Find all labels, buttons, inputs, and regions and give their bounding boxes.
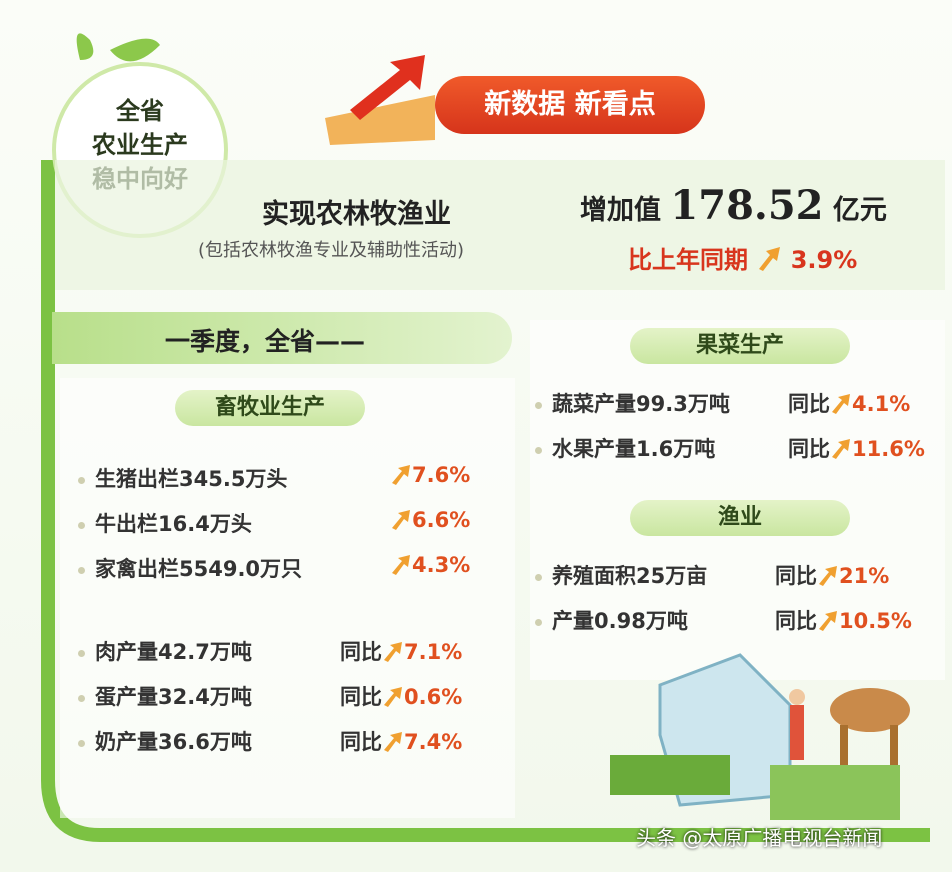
- row-prefix: 同比: [788, 392, 830, 416]
- bullet: [535, 618, 542, 626]
- value-unit: 亿元: [832, 195, 887, 226]
- row-text: 蔬菜产量99.3万吨: [552, 392, 730, 416]
- row-text: 养殖面积25万亩: [552, 564, 708, 588]
- row: 养殖面积25万亩: [535, 560, 707, 590]
- value-label: 增加值: [580, 195, 661, 226]
- headline-value: 增加值 178.52 亿元: [580, 182, 887, 229]
- arrow: [832, 394, 850, 414]
- arrow: [392, 465, 410, 485]
- livestock-title: 畜牧业生产: [175, 390, 365, 426]
- row-growth: 同比 7.1%: [340, 636, 462, 666]
- row: 蔬菜产量99.3万吨: [535, 388, 730, 418]
- row: 水果产量1.6万吨: [535, 433, 715, 463]
- banner: 新数据 新看点: [435, 76, 705, 134]
- row-text: 牛出栏16.4万头: [95, 512, 252, 536]
- produce-title: 果菜生产: [630, 328, 850, 364]
- headline-subject: 实现农林牧渔业: [262, 199, 451, 230]
- row-growth: 同比 11.6%: [788, 433, 925, 463]
- bullet: [78, 476, 85, 484]
- row-growth: 同比 4.1%: [788, 388, 910, 418]
- row-growth: 4.3%: [390, 553, 470, 577]
- watermark: 头条 @太原广播电视台新闻: [636, 826, 883, 850]
- arrow: [759, 247, 781, 271]
- bullet: [535, 446, 542, 454]
- row-text: 生猪出栏345.5万头: [95, 467, 288, 491]
- value-amount: 178.52: [670, 182, 824, 229]
- headline-note: (包括农林牧渔专业及辅助性活动): [198, 240, 465, 261]
- row: 产量0.98万吨: [535, 605, 688, 635]
- growth: 7.4%: [404, 730, 463, 754]
- row-growth: 同比 21%: [775, 560, 889, 590]
- row-text: 奶产量36.6万吨: [95, 730, 252, 754]
- section-bar: [52, 312, 512, 364]
- fishery-title: 渔业: [630, 500, 850, 536]
- arrow: [392, 555, 410, 575]
- row-prefix: 同比: [775, 609, 817, 633]
- headline-growth: 比上年同期 3.9%: [628, 240, 857, 275]
- growth: 3.9%: [790, 246, 858, 274]
- row-text: 产量0.98万吨: [552, 609, 688, 633]
- bullet: [78, 694, 85, 702]
- arrow: [384, 687, 402, 707]
- arrow: [819, 611, 837, 631]
- row-text: 家禽出栏5549.0万只: [95, 557, 303, 581]
- row: 家禽出栏5549.0万只: [78, 553, 302, 583]
- growth: 6.6%: [412, 508, 471, 532]
- arrow: [392, 510, 410, 530]
- bullet: [78, 566, 85, 574]
- row-text: 水果产量1.6万吨: [552, 437, 716, 461]
- bullet: [535, 401, 542, 409]
- row: 生猪出栏345.5万头: [78, 463, 287, 493]
- row-text: 蛋产量32.4万吨: [95, 685, 252, 709]
- arrow: [384, 642, 402, 662]
- arrow: [384, 732, 402, 752]
- badge-line: 农业生产: [92, 131, 188, 159]
- row: 奶产量36.6万吨: [78, 726, 252, 756]
- section-title: 一季度，全省——: [165, 327, 366, 356]
- arrow: [832, 439, 850, 459]
- row-prefix: 同比: [775, 564, 817, 588]
- compare-label: 比上年同期: [628, 246, 748, 274]
- growth: 21%: [839, 564, 890, 588]
- bullet: [535, 573, 542, 581]
- bullet: [78, 739, 85, 747]
- arrow: [819, 566, 837, 586]
- row: 牛出栏16.4万头: [78, 508, 252, 538]
- row: 蛋产量32.4万吨: [78, 681, 252, 711]
- row-growth: 同比 10.5%: [775, 605, 912, 635]
- growth: 11.6%: [852, 437, 925, 461]
- headline-panel: [55, 160, 945, 290]
- growth: 10.5%: [839, 609, 912, 633]
- growth: 0.6%: [404, 685, 463, 709]
- growth: 4.3%: [412, 553, 471, 577]
- row-prefix: 同比: [340, 640, 382, 664]
- badge-line: 全省: [116, 97, 164, 125]
- left-panel: [60, 378, 515, 818]
- row-growth: 同比 7.4%: [340, 726, 462, 756]
- row-growth: 7.6%: [390, 463, 470, 487]
- row: 肉产量42.7万吨: [78, 636, 252, 666]
- row-growth: 同比 0.6%: [340, 681, 462, 711]
- growth: 4.1%: [852, 392, 911, 416]
- row-growth: 6.6%: [390, 508, 470, 532]
- row-prefix: 同比: [340, 685, 382, 709]
- bullet: [78, 649, 85, 657]
- illustration: [610, 653, 910, 820]
- growth: 7.6%: [412, 463, 471, 487]
- row-prefix: 同比: [340, 730, 382, 754]
- row-prefix: 同比: [788, 437, 830, 461]
- row-text: 肉产量42.7万吨: [95, 640, 252, 664]
- bullet: [78, 521, 85, 529]
- growth: 7.1%: [404, 640, 463, 664]
